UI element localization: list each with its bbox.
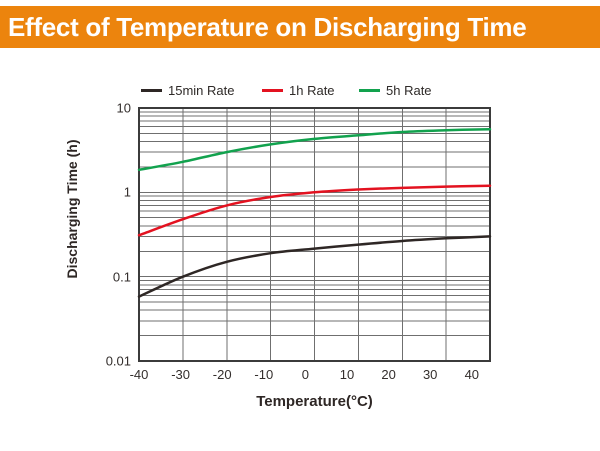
legend-item-2: 5h Rate bbox=[359, 82, 432, 98]
x-tick-label: 20 bbox=[381, 367, 396, 382]
x-tick-label: 30 bbox=[422, 367, 438, 382]
y-tick-label: 10 bbox=[116, 100, 131, 116]
page-title: Effect of Temperature on Discharging Tim… bbox=[8, 11, 527, 42]
x-tick-label: 40 bbox=[464, 367, 480, 382]
legend-swatch-icon bbox=[141, 88, 162, 92]
y-tick-label: 0.1 bbox=[112, 269, 131, 285]
x-tick-label: 10 bbox=[339, 367, 355, 382]
x-tick-label: 0 bbox=[301, 367, 309, 382]
x-tick-label: -20 bbox=[212, 367, 232, 382]
x-tick-label: -40 bbox=[129, 367, 149, 382]
series-curve-0 bbox=[137, 235, 492, 298]
series-curve-2 bbox=[137, 127, 492, 172]
x-tick-label: -30 bbox=[171, 367, 190, 382]
legend-item-0: 15min Rate bbox=[141, 82, 234, 98]
legend-swatch-icon bbox=[359, 88, 380, 92]
x-axis-title: Temperature(°C) bbox=[256, 393, 373, 410]
y-tick-label: 1 bbox=[123, 184, 131, 200]
y-axis-title: Discharging Time (h) bbox=[64, 139, 80, 279]
legend-item-1: 1h Rate bbox=[262, 82, 335, 98]
x-tick-label: -10 bbox=[254, 367, 274, 382]
y-tick-label: 0.01 bbox=[105, 353, 131, 369]
series-curve-1 bbox=[137, 184, 492, 237]
legend-label: 5h Rate bbox=[386, 82, 432, 98]
header-bar: Effect of Temperature on Discharging Tim… bbox=[0, 6, 600, 48]
legend-label: 15min Rate bbox=[168, 82, 235, 98]
legend-swatch-icon bbox=[262, 88, 283, 92]
legend-label: 1h Rate bbox=[289, 82, 335, 98]
